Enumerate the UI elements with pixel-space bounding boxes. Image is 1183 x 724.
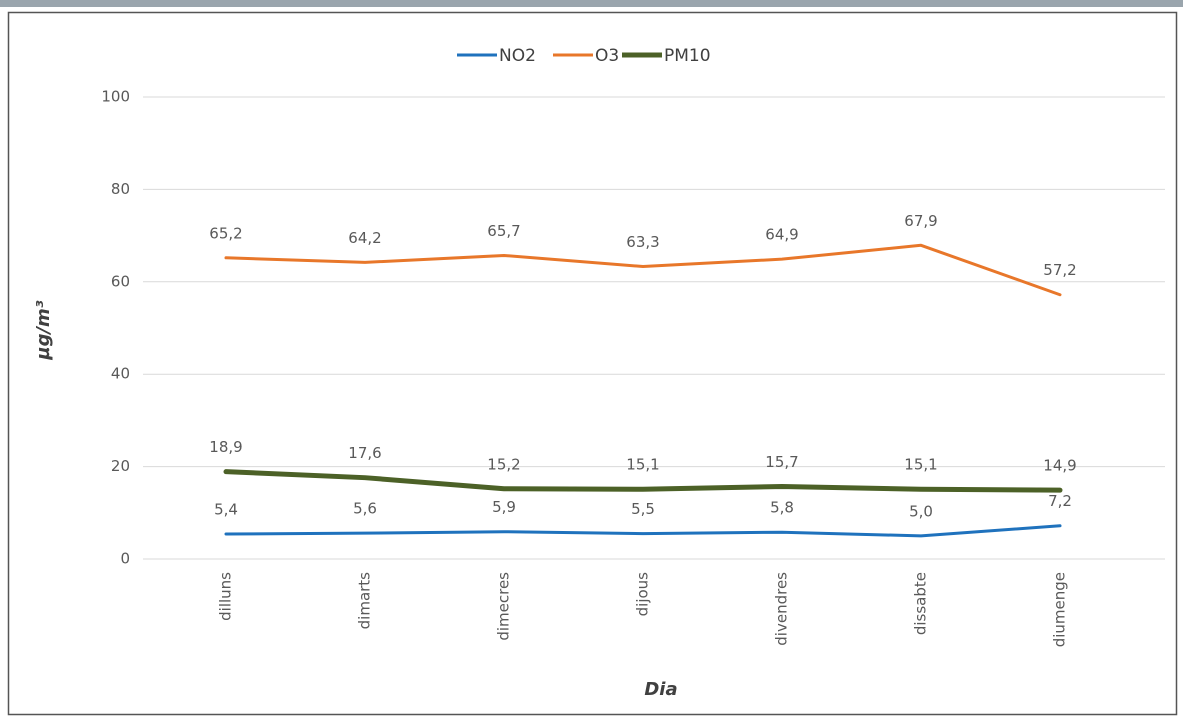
y-tick-label: 40 — [111, 365, 130, 383]
data-label: 65,7 — [487, 222, 520, 240]
data-label: 5,0 — [909, 502, 933, 520]
legend-label: O3 — [595, 46, 619, 66]
data-label: 5,8 — [770, 499, 794, 517]
x-tick-label: divendres — [773, 572, 791, 646]
data-label: 65,2 — [209, 224, 242, 242]
x-axis-title: Dia — [644, 679, 677, 700]
data-label: 5,6 — [353, 500, 377, 518]
data-label: 15,7 — [765, 453, 798, 471]
data-label: 64,9 — [765, 226, 798, 244]
x-tick-label: dimarts — [356, 572, 374, 630]
series-line — [224, 524, 1062, 538]
x-tick-label: diumenge — [1051, 572, 1069, 647]
y-tick-label: 80 — [111, 180, 130, 198]
data-label: 63,3 — [626, 233, 659, 251]
data-label: 14,9 — [1043, 457, 1076, 475]
data-label: 5,9 — [492, 498, 516, 516]
legend-label: NO2 — [499, 46, 536, 66]
top-bar — [0, 0, 1183, 7]
y-axis-title: µg/m³ — [33, 300, 54, 360]
y-tick-label: 100 — [101, 88, 130, 106]
data-label: 5,4 — [214, 501, 238, 519]
data-label: 5,5 — [631, 500, 655, 518]
data-label: 18,9 — [209, 438, 242, 456]
chart-border — [7, 11, 1178, 716]
data-label: 67,9 — [904, 212, 937, 230]
data-label: 15,2 — [487, 455, 520, 473]
data-label: 15,1 — [626, 456, 659, 474]
x-tick-label: dijous — [634, 572, 652, 617]
x-tick-label: dilluns — [217, 572, 235, 621]
x-tick-label: dimecres — [495, 572, 513, 641]
data-label: 57,2 — [1043, 261, 1076, 279]
x-tick-label: dissabte — [912, 572, 930, 635]
data-label: 64,2 — [348, 229, 381, 247]
data-label: 15,1 — [904, 456, 937, 474]
data-label: 17,6 — [348, 444, 381, 462]
y-tick-label: 20 — [111, 457, 130, 475]
y-tick-label: 0 — [120, 550, 130, 568]
legend-label: PM10 — [664, 46, 711, 66]
series-line — [223, 469, 1063, 493]
series-line — [224, 243, 1062, 297]
y-tick-label: 60 — [111, 272, 130, 290]
data-label: 7,2 — [1048, 492, 1072, 510]
